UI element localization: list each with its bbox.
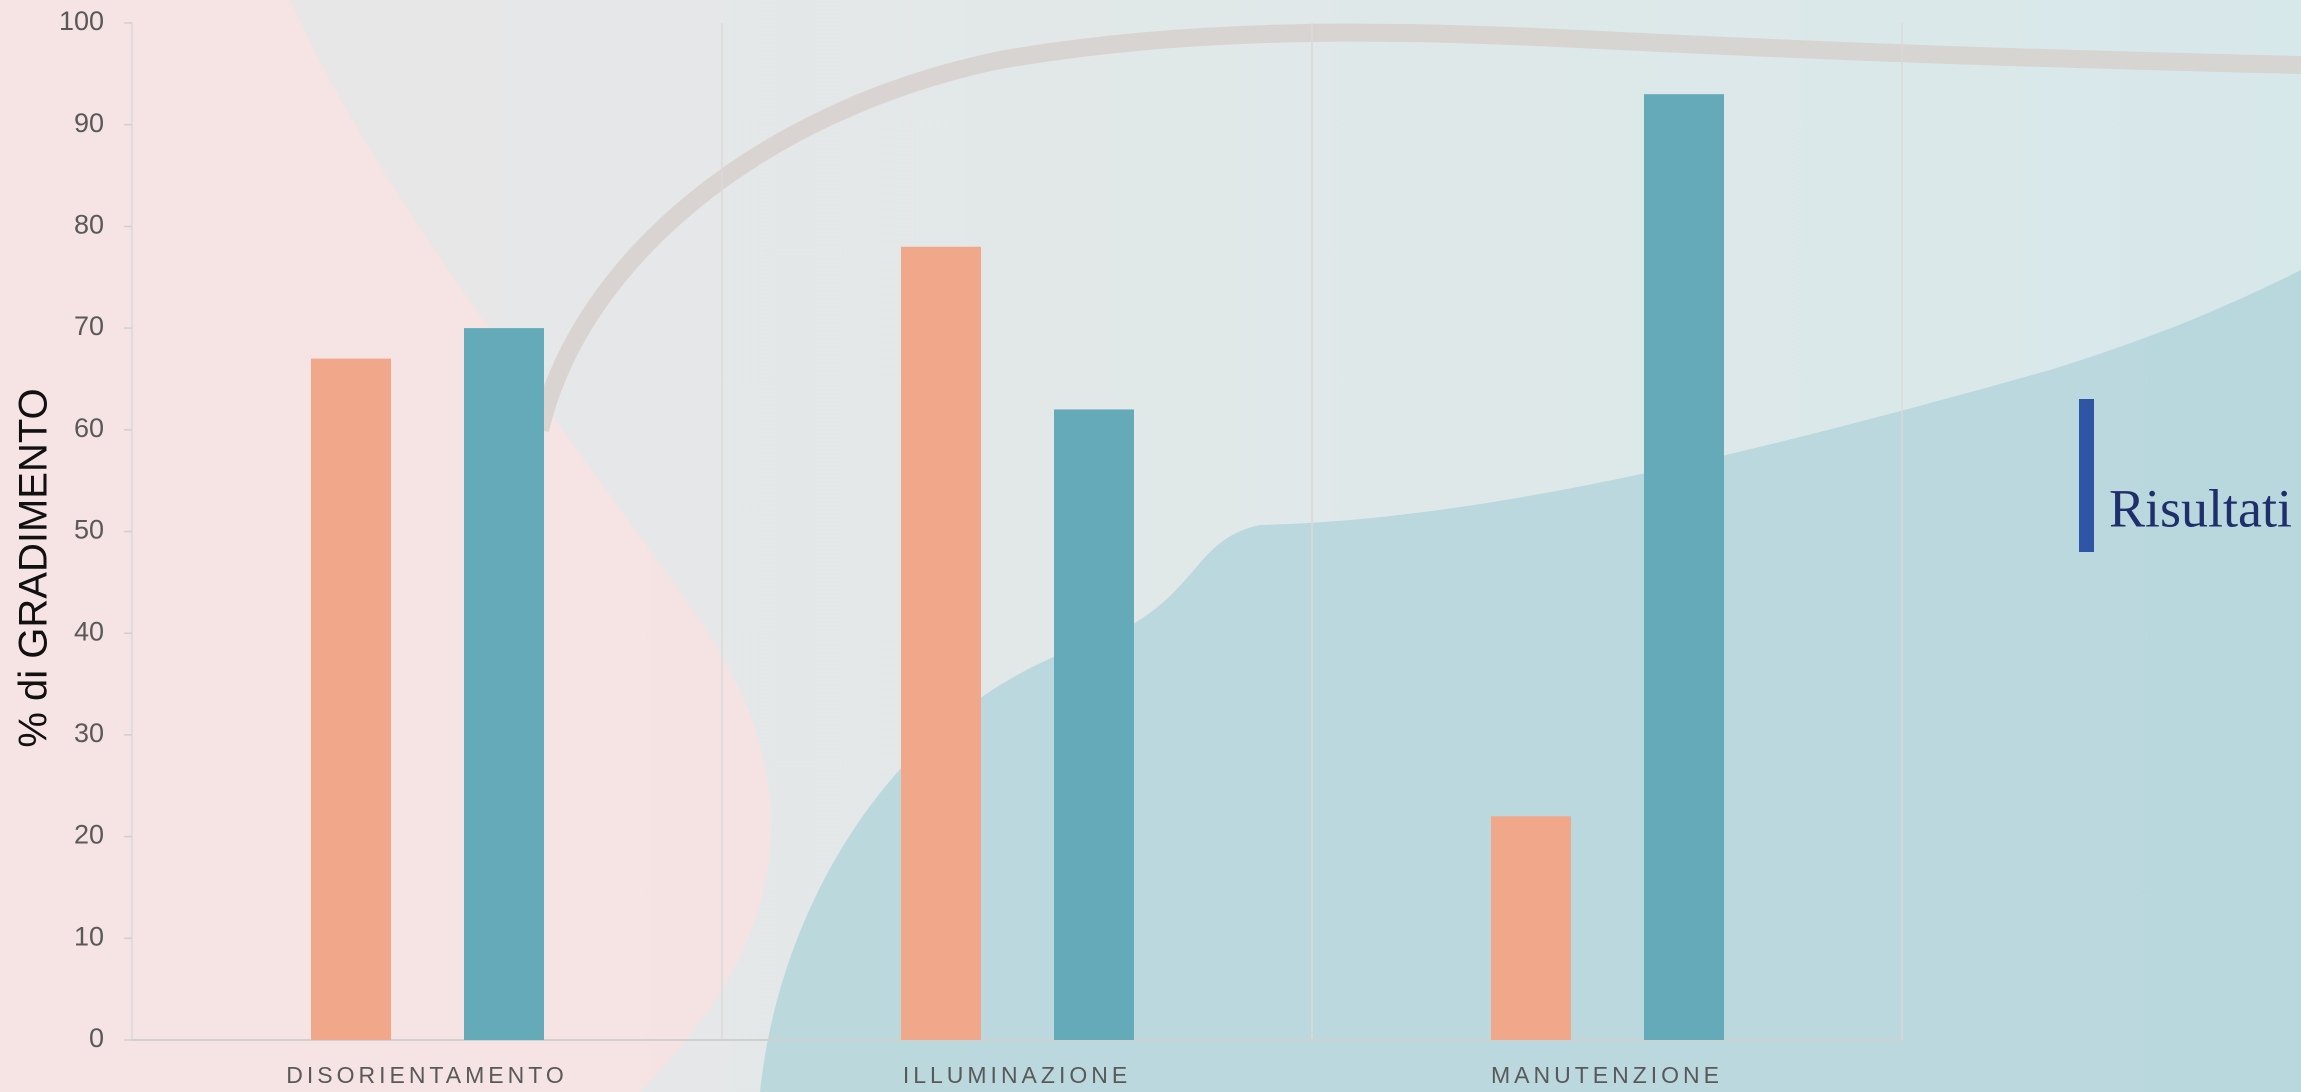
bar — [464, 328, 544, 1041]
y-tick-label: 80 — [74, 210, 104, 240]
bar — [1054, 409, 1134, 1041]
decor-teal-shape — [760, 270, 2301, 1092]
y-tick-label: 90 — [74, 108, 104, 138]
bar — [1644, 94, 1724, 1040]
plot-area: 0 10 20 30 40 50 60 70 80 90 100 DISORIENTAMENTO ILL… — [59, 6, 1903, 1088]
y-tick-label: 50 — [74, 515, 104, 545]
bar — [311, 358, 391, 1040]
x-tick-label: ILLUMINAZIONE — [903, 1062, 1131, 1088]
y-tick-label: 40 — [74, 616, 104, 646]
y-tick-label: 30 — [74, 718, 104, 748]
y-tick-label: 0 — [89, 1023, 104, 1053]
y-tick-label: 10 — [74, 921, 104, 951]
y-tick-label: 100 — [59, 6, 104, 36]
bar — [1491, 816, 1571, 1040]
y-axis-title: % di GRADIMENTO — [12, 388, 56, 747]
bar — [901, 246, 981, 1041]
y-tick-label: 20 — [74, 820, 104, 850]
x-tick-label: MANUTENZIONE — [1491, 1062, 1723, 1088]
slide-title: Risultati — [2109, 478, 2292, 538]
y-tick-label: 70 — [74, 311, 104, 341]
title-accent-bar — [2079, 399, 2094, 552]
y-tick-label: 60 — [74, 413, 104, 443]
x-tick-label: DISORIENTAMENTO — [286, 1062, 568, 1088]
